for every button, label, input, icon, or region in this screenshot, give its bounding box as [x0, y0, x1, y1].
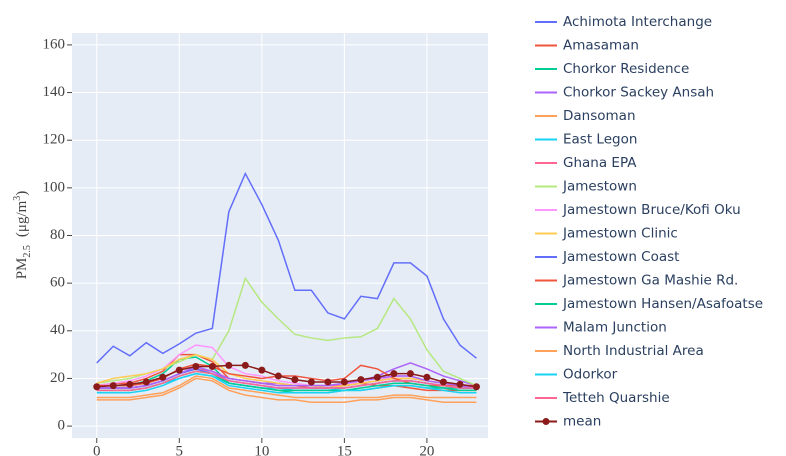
series-line [96, 171, 477, 364]
y-tick-label: 60 [50, 275, 65, 291]
series-marker [456, 380, 464, 388]
y-label-main: PM [14, 258, 30, 280]
x-tick-label: 20 [419, 443, 434, 456]
series-line [96, 370, 477, 392]
y-tick-label: 160 [43, 36, 66, 52]
legend-label: Tetteh Quarshie [562, 390, 670, 406]
x-tick-label: 5 [176, 443, 184, 456]
legend-label: Jamestown [562, 179, 637, 195]
series-marker [93, 383, 101, 391]
y-tick-label: 120 [43, 132, 66, 148]
series-marker [373, 373, 381, 381]
legend-label: Jamestown Ga Mashie Rd. [562, 273, 738, 289]
series-marker [406, 370, 414, 378]
series-marker [142, 378, 150, 386]
series-marker [126, 380, 134, 388]
legend-label: Amasaman [563, 38, 639, 54]
legend-label: mean [563, 414, 601, 430]
series-marker [175, 366, 183, 374]
x-tick-label: 0 [93, 443, 101, 456]
series-line [96, 365, 477, 389]
y-label-sup: 3 [12, 196, 23, 201]
legend-label: Chorkor Sackey Ansah [563, 85, 714, 101]
legend-label: Chorkor Residence [563, 61, 689, 77]
legend-label: Malam Junction [563, 320, 667, 336]
y-tick-label: 100 [43, 179, 66, 195]
series-marker [423, 373, 431, 381]
legend-label: East Legon [563, 132, 637, 148]
series-marker [208, 363, 216, 371]
y-tick-label: 140 [43, 84, 66, 100]
series-marker [472, 383, 480, 391]
legend-label: Odorkor [563, 367, 618, 383]
legend-label: Jamestown Bruce/Kofi Oku [562, 202, 741, 218]
legend-label: Jamestown Clinic [562, 226, 678, 242]
y-tick-label: 40 [50, 322, 65, 338]
series-line [96, 375, 477, 399]
y-tick-label: 0 [58, 418, 66, 434]
series-marker [258, 366, 266, 374]
legend-label: Ghana EPA [563, 155, 637, 171]
series-marker [192, 363, 200, 371]
series-marker [307, 378, 315, 386]
legend: Achimota Interchange Amasaman Chorkor Resi… [535, 14, 763, 430]
series-marker [324, 378, 332, 386]
x-tick-label: 15 [337, 443, 352, 456]
series-marker [225, 361, 233, 369]
series-line [96, 353, 477, 389]
y-tick-label: 20 [50, 370, 65, 386]
y-label-unit: (μg/m [14, 200, 30, 237]
series-marker [340, 378, 348, 386]
series-marker [241, 361, 249, 369]
y-label-sub: 2.5 [22, 245, 33, 258]
series-marker [390, 370, 398, 378]
series-marker [274, 372, 282, 380]
y-label-close: ) [14, 191, 30, 196]
series-marker [439, 378, 447, 386]
x-tick-label: 10 [254, 443, 269, 456]
legend-label: Achimota Interchange [563, 14, 712, 30]
legend-label: Dansoman [563, 108, 636, 124]
y-axis-label: PM2.5 (μg/m3) [12, 191, 33, 280]
series-marker [357, 376, 365, 384]
series-marker [109, 382, 117, 390]
series-marker [159, 373, 167, 381]
plot: 0 20 40 60 80 100 120 140 160 0 5 10 15 20 [43, 33, 488, 456]
series-line [96, 372, 477, 394]
legend-label: Jamestown Hansen/Asafoatse [562, 296, 763, 312]
legend-label: Jamestown Coast [562, 249, 679, 265]
legend-marker [542, 418, 550, 425]
y-tick-label: 80 [50, 227, 65, 243]
legend-label: North Industrial Area [563, 343, 704, 359]
series-marker [291, 376, 299, 384]
series-line [96, 377, 477, 404]
